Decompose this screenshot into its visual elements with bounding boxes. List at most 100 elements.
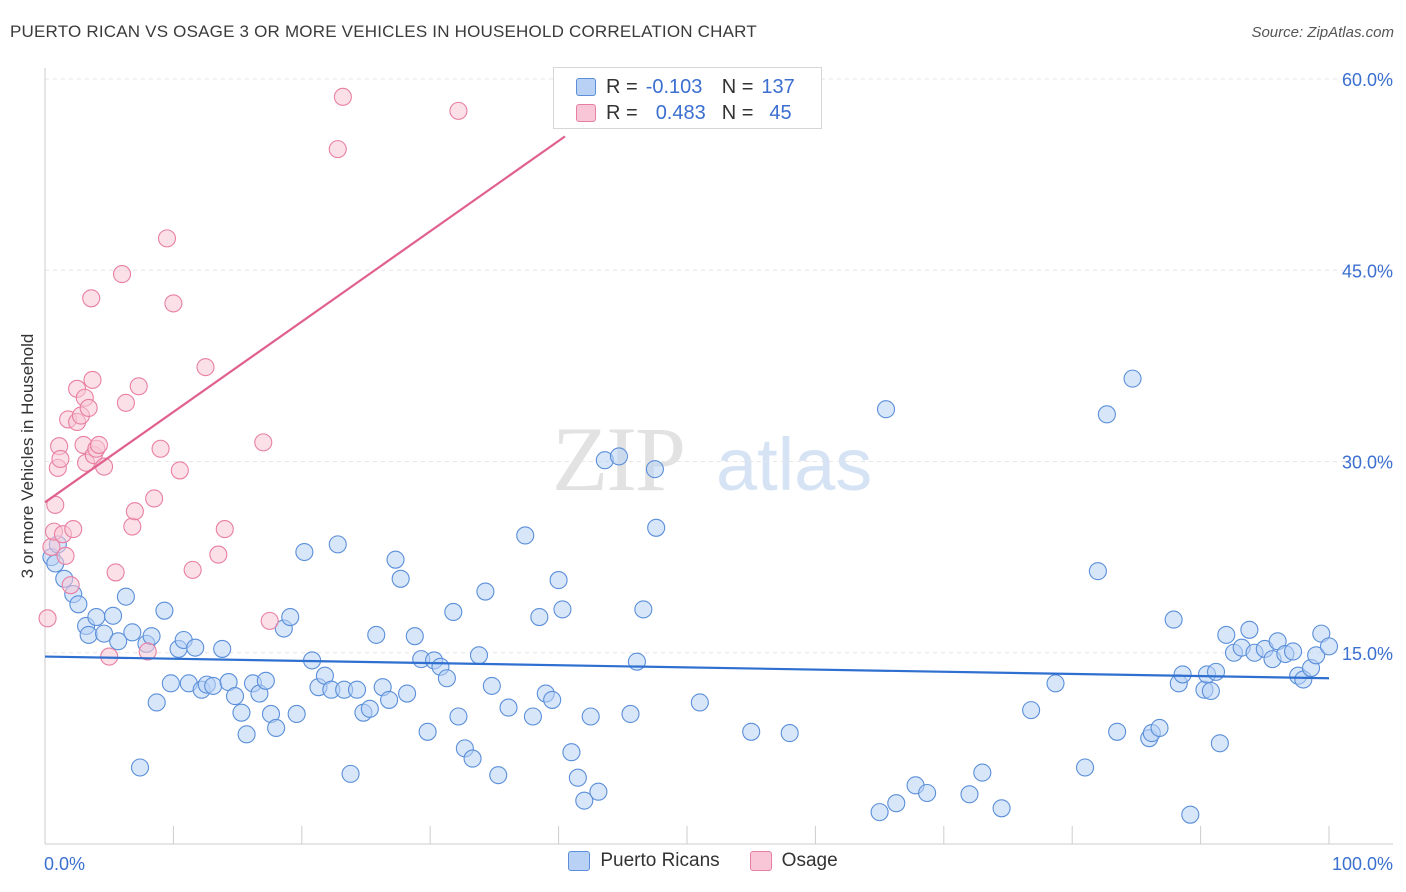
puerto-rican-point (225, 687, 245, 706)
puerto-rican-point (95, 624, 114, 643)
puerto-rican-point (237, 725, 256, 744)
legend-item-osage[interactable]: Osage (749, 850, 838, 872)
puerto-rican-legend-swatch (568, 851, 591, 871)
osage-point (145, 489, 164, 508)
osage-point (183, 560, 202, 579)
stats-row-osage: R = 0.483 N = 45 (576, 101, 792, 125)
puerto-rican-point (1075, 758, 1095, 777)
osage-point (157, 229, 177, 248)
puerto-rican-point (204, 676, 223, 695)
puerto-rican-points (42, 369, 1339, 824)
puerto-rican-point (418, 722, 437, 741)
osage-point (328, 140, 347, 159)
source-label: Source: ZipAtlas.com (1251, 24, 1394, 41)
puerto-rican-point (1181, 805, 1200, 824)
stats-row-puerto-rican: R = -0.103 N = 137 (576, 75, 795, 99)
osage-point (196, 358, 215, 377)
axes (44, 68, 1393, 845)
puerto-rican-point (887, 794, 906, 813)
osage-point (82, 289, 101, 308)
osage-point (89, 435, 108, 454)
puerto-rican-point (213, 639, 232, 658)
puerto-rican-point (123, 623, 142, 642)
osage-point (209, 545, 228, 564)
puerto-rican-point (876, 400, 896, 419)
y-tick-label: 15.0% (1342, 644, 1393, 664)
y-axis-title: 3 or more Vehicles in Household (18, 333, 37, 579)
puerto-rican-point (634, 600, 653, 619)
r-value: -0.103 (645, 75, 703, 98)
puerto-rican-point (405, 627, 424, 646)
osage-point (215, 520, 234, 539)
puerto-rican-point (581, 707, 600, 726)
osage-point (116, 393, 135, 412)
puerto-rican-point (1240, 620, 1259, 639)
puerto-rican-point (1319, 637, 1339, 656)
puerto-rican-point (960, 785, 979, 804)
puerto-rican-point (647, 518, 666, 537)
legend-label: Osage (781, 850, 838, 871)
puerto-rican-point (130, 758, 150, 777)
puerto-rican-point (386, 550, 405, 569)
legend-label: Puerto Ricans (600, 850, 720, 871)
puerto-rican-point (1097, 405, 1116, 424)
puerto-rican-point (780, 724, 799, 743)
puerto-rican-point (621, 704, 640, 724)
trend-lines (44, 135, 1330, 680)
n-value: 137 (761, 75, 795, 98)
puerto-rican-point (328, 535, 347, 554)
puerto-rican-point (562, 743, 581, 762)
puerto-rican-point (1201, 681, 1220, 701)
r-label: R = (606, 101, 638, 124)
puerto-rican-point (918, 783, 937, 803)
puerto-rican-trend-line (44, 655, 1330, 680)
puerto-rican-point (449, 707, 468, 726)
osage-point (333, 87, 352, 106)
puerto-rican-point (360, 699, 379, 718)
puerto-rican-point (295, 542, 314, 562)
osage-trend-line (44, 135, 566, 504)
puerto-rican-point (104, 606, 123, 625)
osage-point (38, 609, 57, 628)
puerto-rican-point (589, 782, 608, 801)
osage-point (123, 517, 142, 536)
r-label: R = (606, 75, 638, 98)
puerto-rican-point (398, 684, 417, 703)
puerto-rican-point (267, 718, 286, 738)
puerto-rican-point (341, 764, 360, 783)
puerto-rican-point (992, 799, 1011, 818)
legend-item-puerto-ricans[interactable]: Puerto Ricans (568, 850, 720, 872)
osage-point (129, 377, 148, 396)
n-label: N = (721, 75, 754, 98)
puerto-rican-point (575, 791, 594, 810)
puerto-rican-point (1173, 665, 1192, 684)
osage-legend-swatch (749, 851, 772, 871)
osage-point (164, 294, 183, 313)
puerto-rican-point (186, 638, 205, 657)
puerto-rican-point (1210, 734, 1229, 753)
osage-point (138, 642, 157, 661)
puerto-rican-point (499, 698, 518, 717)
puerto-rican-point (463, 749, 482, 768)
puerto-rican-point (489, 766, 508, 785)
osage-point (79, 398, 98, 418)
puerto-rican-point (1108, 722, 1127, 741)
puerto-rican-point (609, 447, 628, 466)
y-tick-label: 30.0% (1342, 453, 1393, 473)
puerto-rican-point (347, 680, 367, 699)
puerto-rican-point (1206, 662, 1226, 681)
puerto-rican-point (116, 587, 135, 606)
osage-point (449, 101, 468, 120)
puerto-rican-point (109, 632, 128, 651)
watermark: ZIP atlas (552, 408, 872, 510)
puerto-rican-point (79, 625, 98, 644)
legend: Puerto Ricans Osage (0, 850, 1406, 872)
osage-point (151, 439, 170, 458)
puerto-rican-point (1217, 625, 1236, 644)
osage-point (51, 449, 70, 469)
watermark-atlas: atlas (716, 423, 872, 506)
puerto-rican-point (1022, 701, 1041, 720)
puerto-rican-swatch (576, 78, 596, 96)
osage-point (61, 576, 80, 595)
osage-swatch (576, 104, 596, 122)
